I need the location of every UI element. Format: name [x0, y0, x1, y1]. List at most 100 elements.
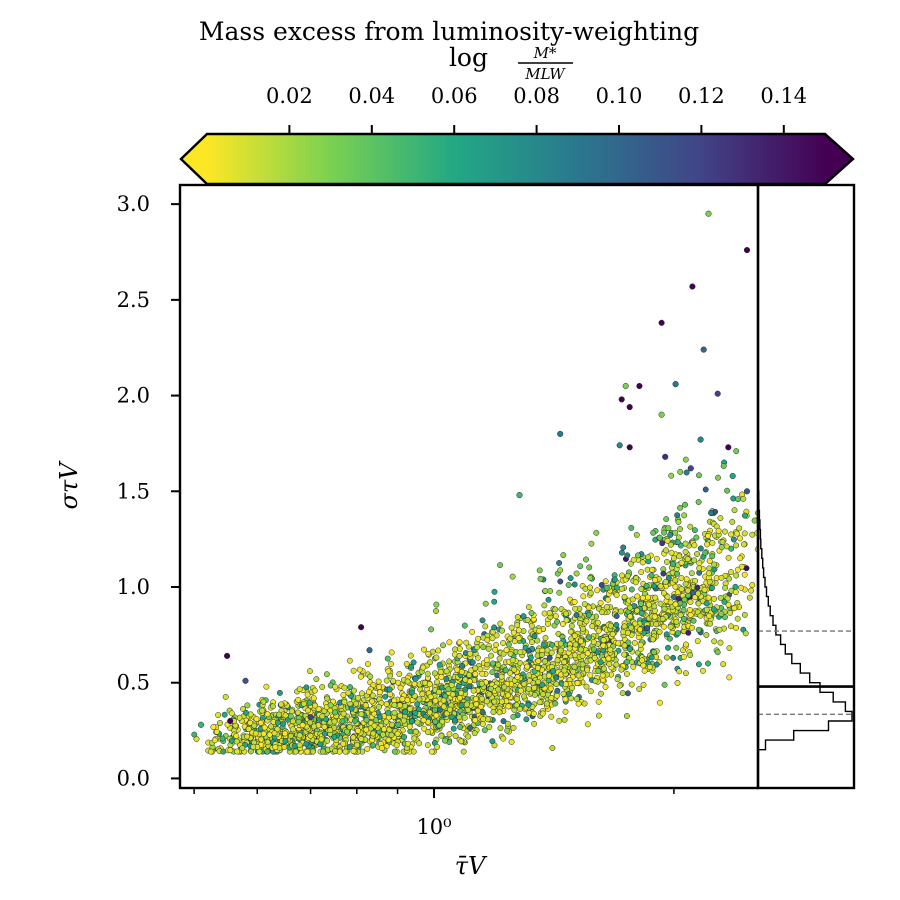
scatter-point	[539, 710, 546, 717]
scatter-point	[557, 430, 564, 437]
scatter-point	[565, 582, 572, 588]
scatter-point	[260, 698, 267, 705]
scatter-point	[732, 589, 739, 596]
scatter-point	[677, 612, 684, 619]
scatter-point	[616, 442, 623, 449]
scatter-point	[728, 623, 734, 630]
scatter-point	[437, 669, 444, 675]
scatter-point	[548, 649, 555, 656]
scatter-point	[748, 587, 755, 594]
scatter-point	[281, 744, 288, 751]
scatter-point	[484, 716, 491, 723]
scatter-point	[510, 629, 517, 636]
scatter-point	[274, 719, 281, 726]
scatter-point	[741, 611, 748, 618]
scatter-point	[365, 688, 372, 695]
scatter-point	[313, 676, 320, 683]
scatter-point	[516, 492, 523, 499]
scatter-point	[414, 701, 421, 708]
scatter-point	[394, 730, 401, 737]
scatter-plot: 0.0 0.5 1.0 1.5 2.0 2.5 3.0 10⁰	[117, 183, 760, 839]
scatter-point	[296, 686, 303, 693]
scatter-point	[424, 742, 431, 749]
scatter-point	[508, 624, 515, 631]
scatter-point	[545, 621, 551, 627]
scatter-point	[621, 623, 628, 630]
scatter-point	[420, 664, 427, 671]
scatter-point	[363, 726, 370, 733]
scatter-point	[597, 659, 604, 666]
y-tick-label: 2.0	[117, 384, 150, 408]
scatter-point	[663, 631, 670, 638]
scatter-point	[456, 639, 463, 646]
scatter-point	[356, 666, 363, 673]
scatter-point	[626, 404, 633, 411]
scatter-point	[628, 524, 635, 531]
scatter-point	[619, 690, 626, 697]
scatter-point	[251, 722, 258, 729]
scatter-point	[618, 608, 624, 615]
scatter-point	[709, 553, 716, 560]
scatter-point	[474, 707, 481, 714]
scatter-point	[489, 635, 496, 642]
scatter-point	[554, 687, 561, 694]
scatter-point	[321, 723, 328, 730]
scatter-point	[663, 547, 669, 554]
scatter-point	[395, 679, 402, 686]
scatter-point	[422, 679, 428, 686]
scatter-point	[562, 696, 569, 703]
scatter-point	[425, 650, 432, 657]
scatter-point	[321, 730, 328, 737]
scatter-point	[319, 713, 326, 720]
scatter-point	[401, 734, 408, 740]
colorbar-label-numerator: M*	[533, 44, 557, 62]
scatter-point	[386, 686, 393, 693]
scatter-point	[268, 723, 274, 730]
scatter-point	[350, 734, 357, 741]
scatter-point	[646, 664, 653, 670]
scatter-point	[570, 668, 577, 675]
scatter-point	[609, 631, 616, 638]
scatter-point	[694, 638, 701, 645]
scatter-point	[595, 712, 602, 719]
scatter-point	[687, 523, 694, 530]
scatter-point	[715, 527, 722, 534]
scatter-point	[576, 620, 583, 627]
scatter-point	[483, 698, 490, 705]
scatter-point	[720, 463, 727, 469]
scatter-point	[220, 748, 227, 755]
scatter-point	[446, 658, 453, 665]
scatter-point	[741, 541, 747, 548]
scatter-point	[656, 699, 663, 706]
scatter-point	[598, 690, 604, 697]
scatter-point	[702, 486, 709, 493]
scatter-point	[674, 570, 681, 577]
scatter-point	[428, 626, 435, 633]
scatter-point	[603, 604, 610, 611]
scatter-point	[620, 629, 627, 635]
scatter-point	[678, 586, 685, 593]
scatter-point	[403, 660, 410, 667]
scatter-point	[420, 717, 427, 724]
scatter-point	[677, 504, 684, 511]
y-tick-label: 0.0	[117, 766, 150, 790]
scatter-point	[323, 671, 330, 678]
scatter-point	[705, 660, 711, 667]
scatter-point	[259, 707, 266, 714]
scatter-point	[458, 702, 465, 709]
scatter-point	[221, 711, 228, 718]
scatter-point	[691, 542, 698, 549]
scatter-point	[668, 472, 675, 479]
scatter-point	[634, 552, 641, 559]
scatter-point	[319, 684, 326, 690]
scatter-point	[369, 698, 376, 705]
scatter-point	[462, 686, 469, 693]
scatter-point	[675, 518, 682, 525]
scatter-point	[696, 565, 703, 572]
scatter-point	[554, 618, 561, 625]
scatter-point	[729, 518, 736, 525]
scatter-point	[657, 583, 664, 590]
scatter-point	[557, 578, 564, 585]
scatter-point	[595, 668, 602, 675]
scatter-point	[461, 622, 468, 629]
